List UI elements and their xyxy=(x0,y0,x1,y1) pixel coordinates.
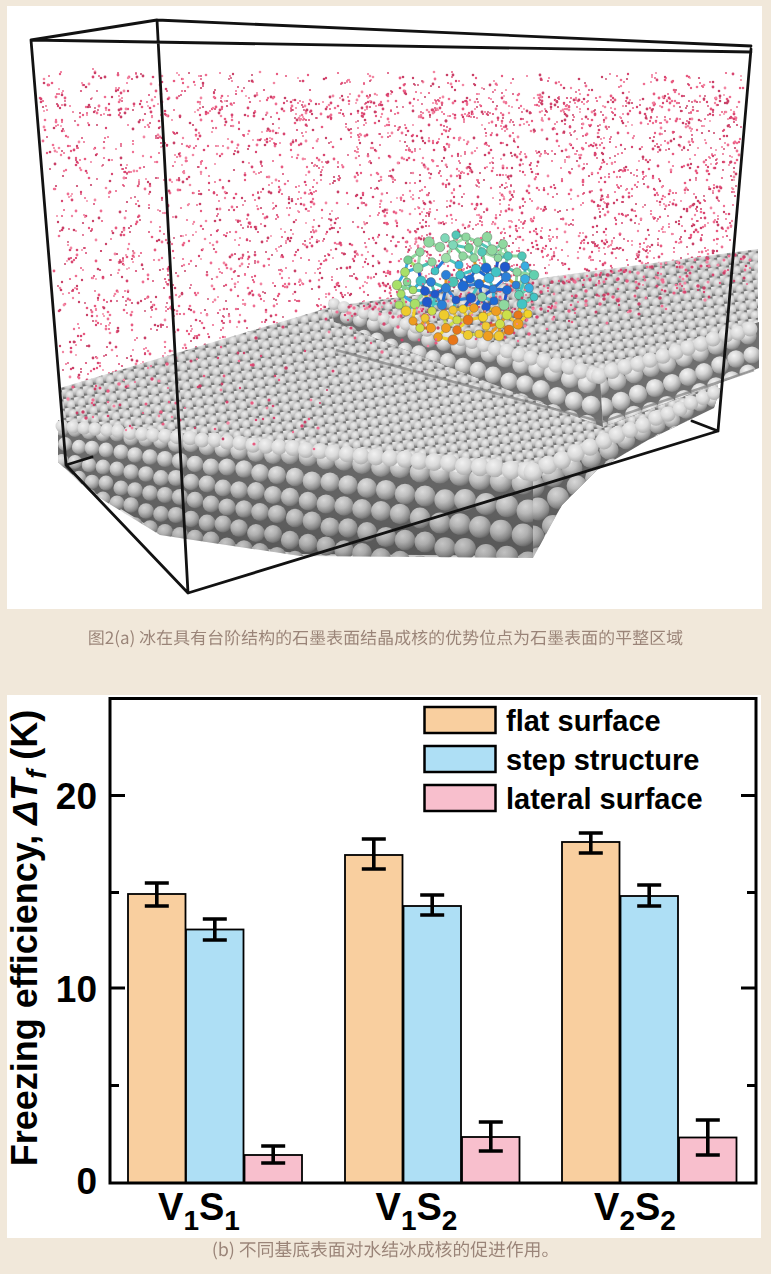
svg-text:lateral surface: lateral surface xyxy=(506,783,703,815)
svg-text:step structure: step structure xyxy=(506,744,699,776)
svg-text:0: 0 xyxy=(76,1161,97,1202)
svg-text:flat surface: flat surface xyxy=(506,705,661,737)
svg-text:20: 20 xyxy=(56,776,97,817)
svg-text:10: 10 xyxy=(56,969,97,1010)
